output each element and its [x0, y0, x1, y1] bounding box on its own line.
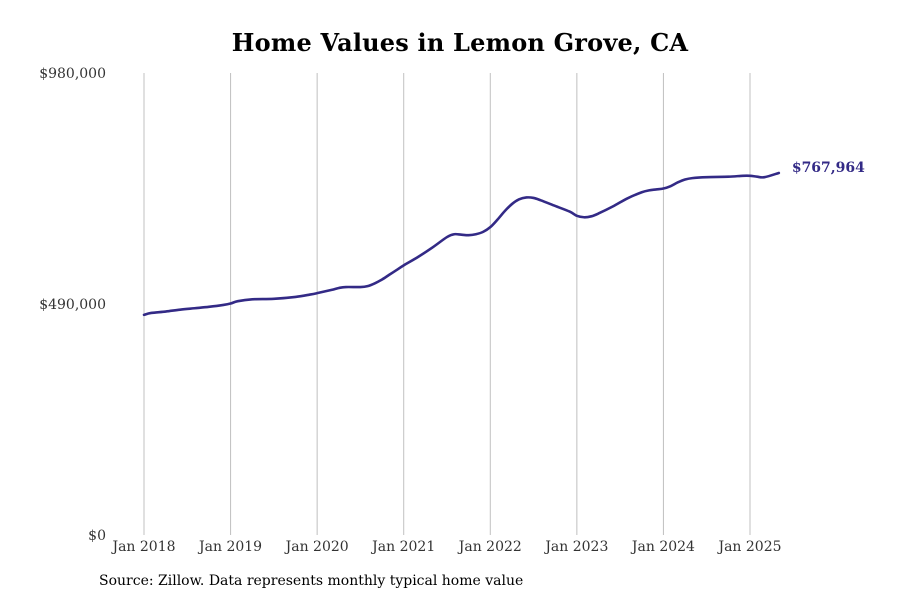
x-tick-label: Jan 2021 [370, 539, 435, 555]
series-line-home-value [142, 171, 781, 317]
end-label-layer: $767,964 [792, 160, 865, 176]
x-tick-label: Jan 2024 [630, 539, 695, 555]
x-axis: Jan 2018 Jan 2019 Jan 2020 Jan 2021 Jan 2022… [110, 539, 781, 555]
chart-title: Home Values in Lemon Grove, CA [231, 28, 689, 57]
x-tick-label: Jan 2025 [716, 539, 781, 555]
y-tick-label: $0 [88, 528, 106, 544]
source-note: Source: Zillow. Data represents monthly … [99, 573, 524, 589]
y-tick-label: $980,000 [39, 66, 106, 82]
series-layer [142, 171, 781, 317]
x-tick-label: Jan 2019 [197, 539, 262, 555]
y-tick-label: $490,000 [39, 297, 106, 313]
end-value-label: $767,964 [792, 160, 865, 176]
y-axis: $0 $490,000 $980,000 [39, 66, 106, 544]
x-tick-label: Jan 2022 [457, 539, 522, 555]
x-tick-label: Jan 2020 [284, 539, 349, 555]
grid-lines [143, 73, 751, 535]
x-tick-label: Jan 2018 [110, 539, 175, 555]
x-tick-label: Jan 2023 [543, 539, 608, 555]
